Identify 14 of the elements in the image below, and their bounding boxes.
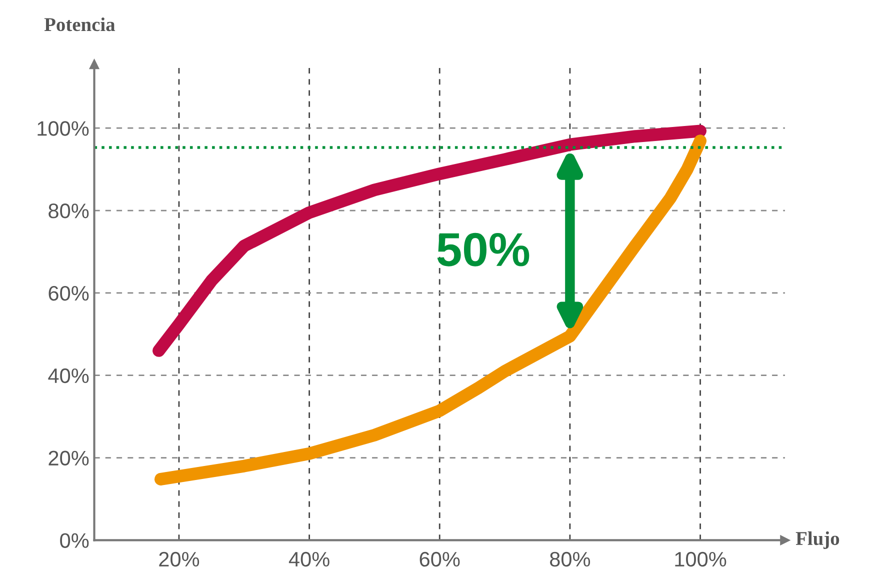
x-axis-title: Flujo xyxy=(796,531,840,550)
y-tick-label: 100% xyxy=(38,121,89,136)
annotation: 50% xyxy=(437,232,530,266)
y-tick-label: 60% xyxy=(48,286,89,301)
y-tick-label: 40% xyxy=(48,368,89,384)
x-tick-label: 40% xyxy=(288,552,330,567)
y-tick-label: 0% xyxy=(60,533,89,548)
x-tick-label: 20% xyxy=(159,552,200,567)
x-tick-label: 80% xyxy=(550,552,590,567)
y-axis-title: Potencia xyxy=(44,17,116,32)
y-tick-label: 80% xyxy=(48,204,89,218)
x-tick-label: 60% xyxy=(420,552,460,567)
x-tick-label: 100% xyxy=(675,552,726,567)
y-tick-label: 20% xyxy=(48,450,89,466)
